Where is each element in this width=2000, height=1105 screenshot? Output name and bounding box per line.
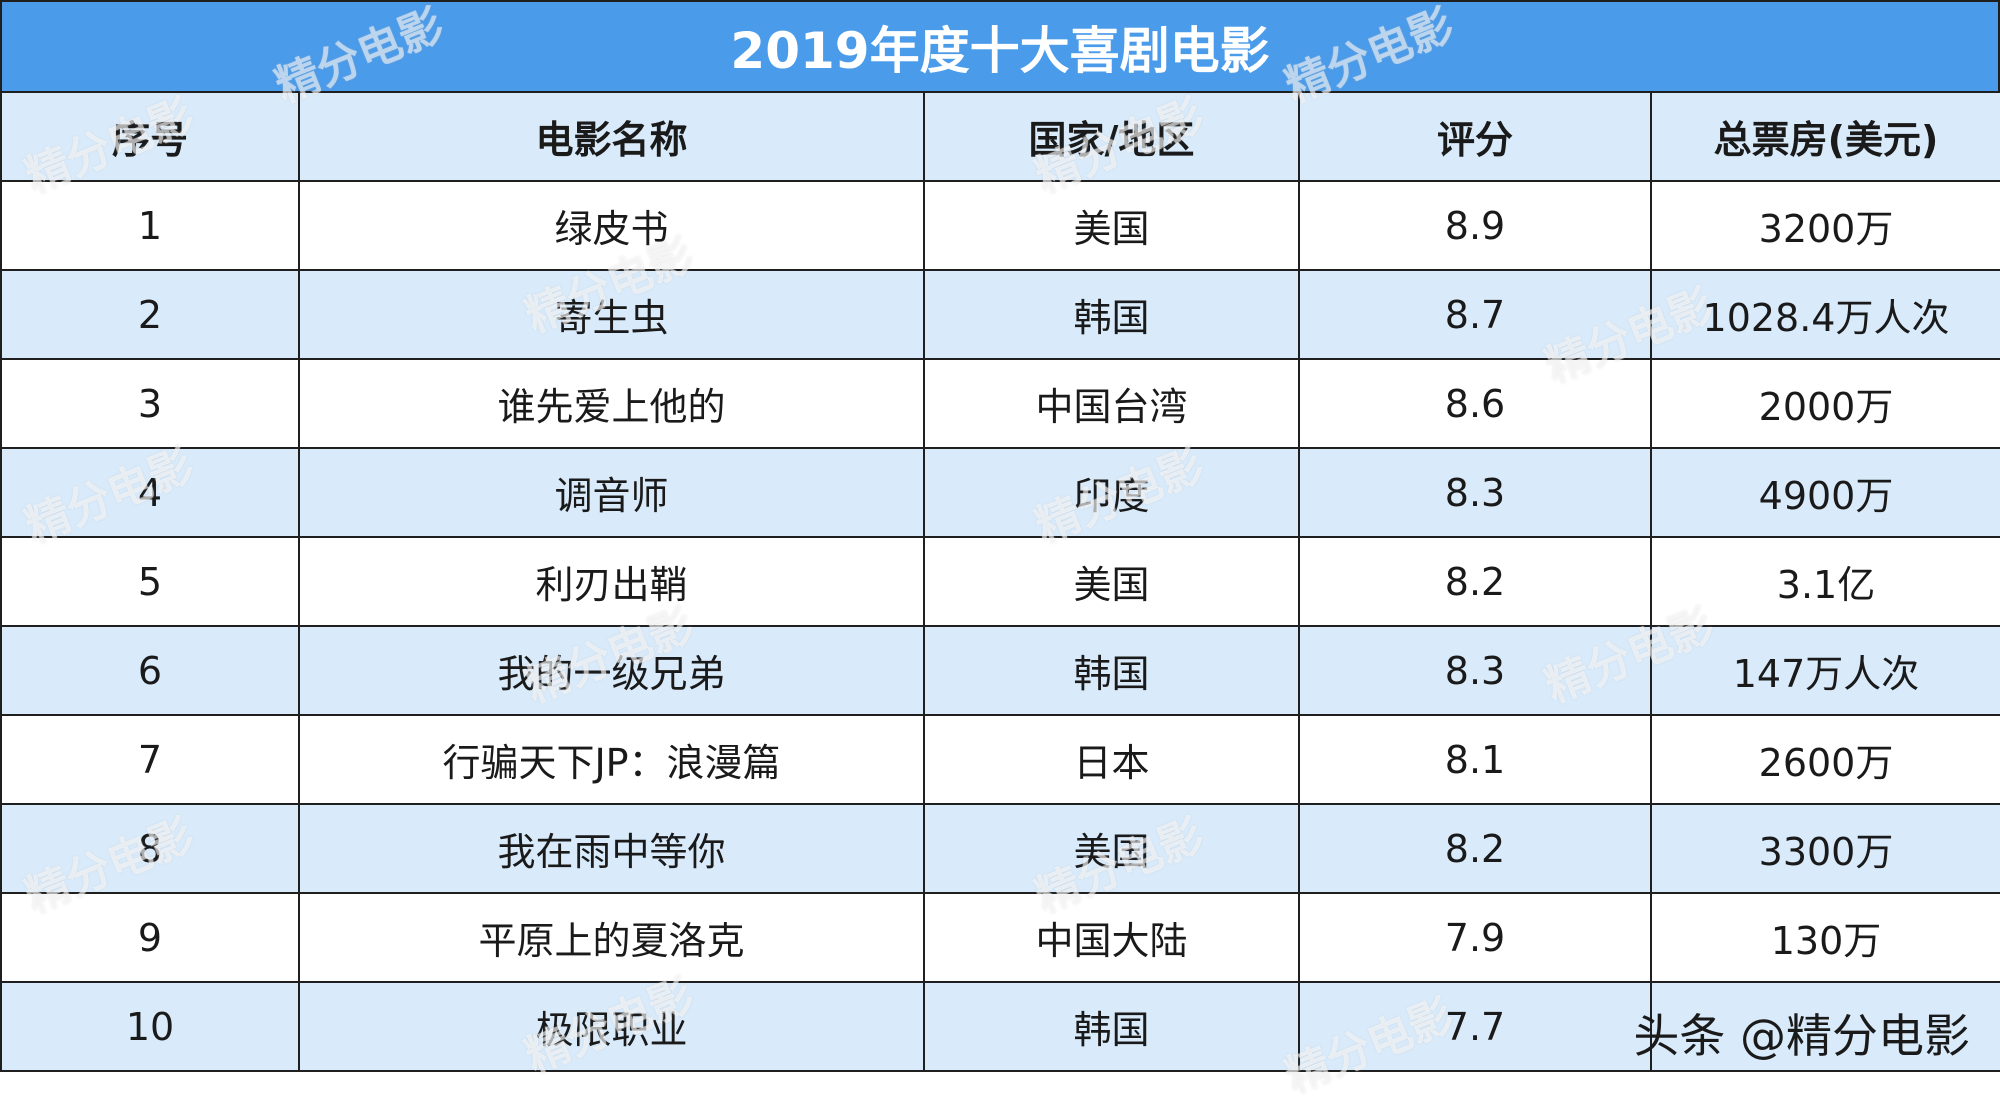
cell-country: 美国 [923, 803, 1300, 894]
cell-country: 韩国 [923, 981, 1300, 1072]
cell-rank: 9 [0, 892, 300, 983]
cell-boxoffice: 4900万 [1650, 447, 2000, 538]
cell-boxoffice: 147万人次 [1650, 625, 2000, 716]
cell-rating: 8.2 [1298, 536, 1652, 627]
cell-country: 中国大陆 [923, 892, 1300, 983]
cell-country: 韩国 [923, 269, 1300, 360]
cell-title: 我的一级兄弟 [298, 625, 925, 716]
cell-boxoffice: 3300万 [1650, 803, 2000, 894]
cell-rank: 10 [0, 981, 300, 1072]
cell-title: 寄生虫 [298, 269, 925, 360]
cell-title: 极限职业 [298, 981, 925, 1072]
cell-boxoffice: 3200万 [1650, 180, 2000, 271]
cell-rating: 7.9 [1298, 892, 1652, 983]
cell-rank: 1 [0, 180, 300, 271]
header-row: 序号 电影名称 国家/地区 评分 总票房(美元) [0, 91, 2000, 182]
cell-rank: 7 [0, 714, 300, 805]
cell-title: 谁先爱上他的 [298, 358, 925, 449]
cell-rank: 2 [0, 269, 300, 360]
movie-table: 序号 电影名称 国家/地区 评分 总票房(美元) 1 绿皮书 美国 8.9 3200万 2… [0, 91, 2000, 1072]
cell-title: 行骗天下JP：浪漫篇 [298, 714, 925, 805]
table-row: 4 调音师 印度 8.3 4900万 [0, 447, 2000, 538]
cell-boxoffice [1650, 981, 2000, 1072]
table-row: 6 我的一级兄弟 韩国 8.3 147万人次 [0, 625, 2000, 716]
cell-title: 平原上的夏洛克 [298, 892, 925, 983]
header-boxoffice: 总票房(美元) [1650, 91, 2000, 182]
cell-country: 美国 [923, 536, 1300, 627]
cell-rank: 8 [0, 803, 300, 894]
cell-rating: 8.1 [1298, 714, 1652, 805]
cell-country: 美国 [923, 180, 1300, 271]
table-row: 8 我在雨中等你 美国 8.2 3300万 [0, 803, 2000, 894]
cell-country: 中国台湾 [923, 358, 1300, 449]
cell-rank: 3 [0, 358, 300, 449]
cell-rank: 4 [0, 447, 300, 538]
cell-rating: 8.3 [1298, 625, 1652, 716]
cell-rating: 7.7 [1298, 981, 1652, 1072]
cell-country: 韩国 [923, 625, 1300, 716]
table-row: 10 极限职业 韩国 7.7 [0, 981, 2000, 1072]
header-rank: 序号 [0, 91, 300, 182]
header-title: 电影名称 [298, 91, 925, 182]
cell-rating: 8.7 [1298, 269, 1652, 360]
cell-boxoffice: 2600万 [1650, 714, 2000, 805]
cell-title: 我在雨中等你 [298, 803, 925, 894]
table-row: 3 谁先爱上他的 中国台湾 8.6 2000万 [0, 358, 2000, 449]
cell-boxoffice: 2000万 [1650, 358, 2000, 449]
table-row: 7 行骗天下JP：浪漫篇 日本 8.1 2600万 [0, 714, 2000, 805]
cell-country: 印度 [923, 447, 1300, 538]
cell-rating: 8.3 [1298, 447, 1652, 538]
cell-boxoffice: 3.1亿 [1650, 536, 2000, 627]
cell-country: 日本 [923, 714, 1300, 805]
header-rating: 评分 [1298, 91, 1652, 182]
header-country: 国家/地区 [923, 91, 1300, 182]
table-row: 2 寄生虫 韩国 8.7 1028.4万人次 [0, 269, 2000, 360]
cell-rating: 8.9 [1298, 180, 1652, 271]
source-credit: 头条 @精分电影 [1633, 1009, 1970, 1063]
table-row: 5 利刃出鞘 美国 8.2 3.1亿 [0, 536, 2000, 627]
cell-title: 调音师 [298, 447, 925, 538]
table-title: 2019年度十大喜剧电影 [0, 0, 2000, 93]
cell-rating: 8.2 [1298, 803, 1652, 894]
table-row: 9 平原上的夏洛克 中国大陆 7.9 130万 [0, 892, 2000, 983]
cell-boxoffice: 1028.4万人次 [1650, 269, 2000, 360]
cell-title: 绿皮书 [298, 180, 925, 271]
table-row: 1 绿皮书 美国 8.9 3200万 [0, 180, 2000, 271]
cell-rating: 8.6 [1298, 358, 1652, 449]
cell-boxoffice: 130万 [1650, 892, 2000, 983]
cell-rank: 5 [0, 536, 300, 627]
cell-rank: 6 [0, 625, 300, 716]
cell-title: 利刃出鞘 [298, 536, 925, 627]
